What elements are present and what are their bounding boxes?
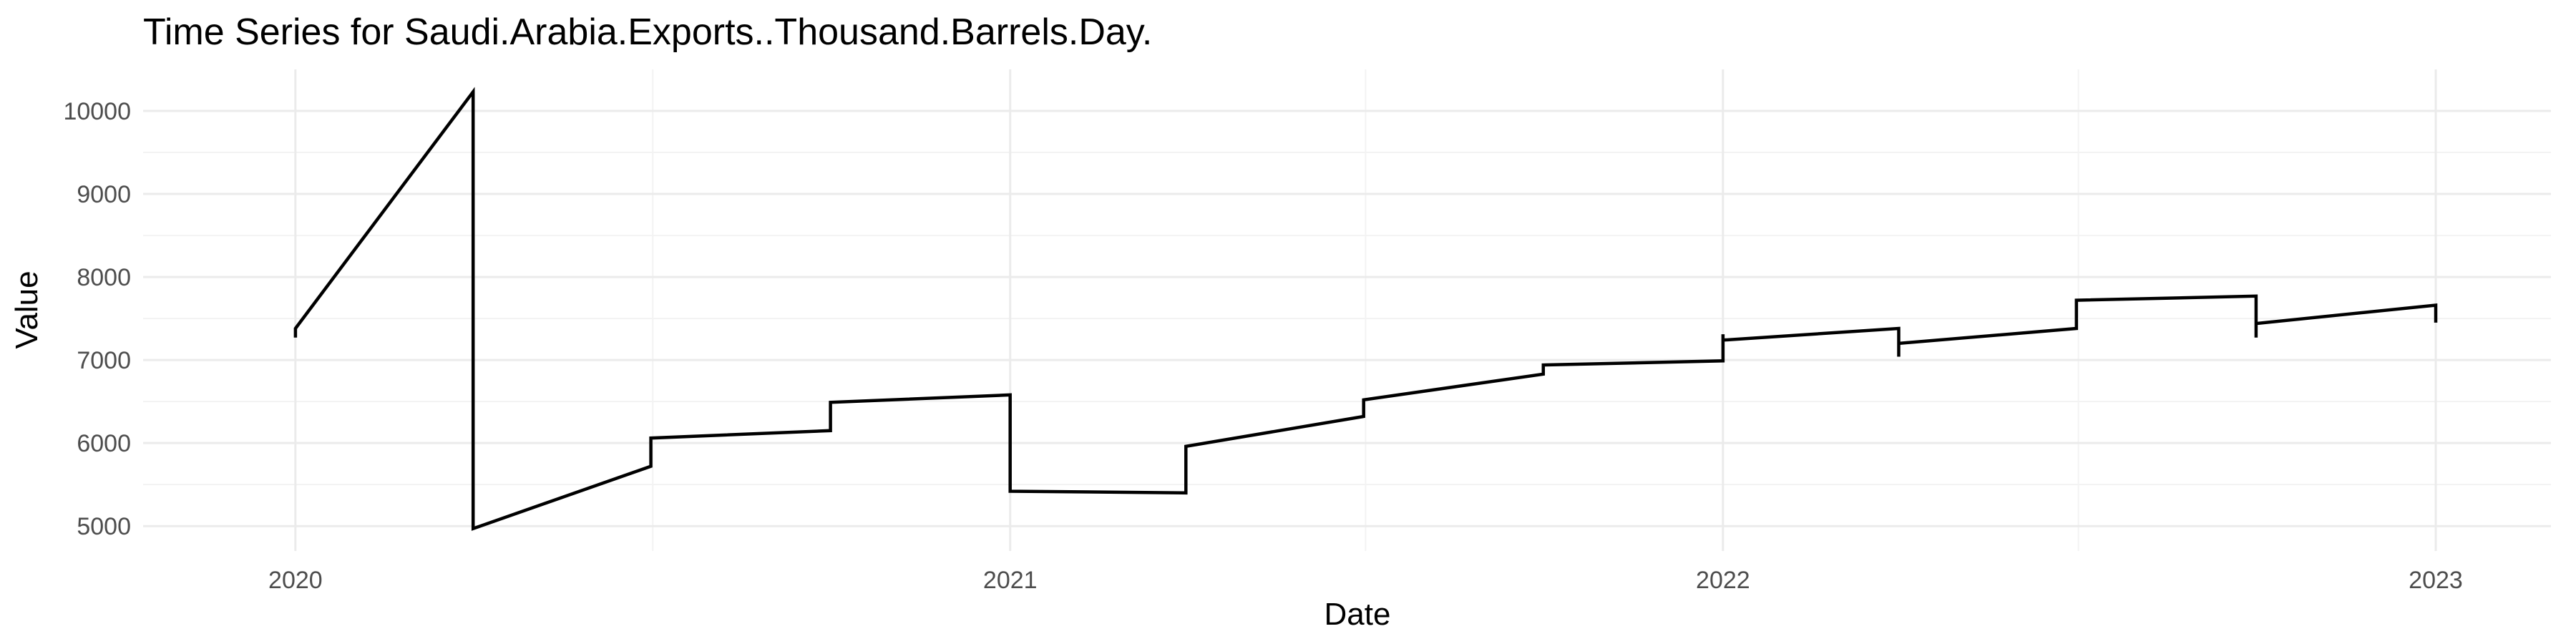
data-point xyxy=(1184,492,1187,494)
y-axis-ticks: 5000 6000 7000 8000 9000 10000 xyxy=(63,98,131,540)
data-point xyxy=(1722,338,1724,341)
data-point xyxy=(2255,295,2258,298)
chart-title: Time Series for Saudi.Arabia.Exports..Th… xyxy=(143,11,1152,53)
data-point xyxy=(294,336,297,339)
data-point xyxy=(1362,415,1365,418)
data-point xyxy=(1542,364,1545,366)
data-point xyxy=(1722,333,1724,336)
y-tick-label: 8000 xyxy=(77,264,131,291)
data-point xyxy=(1722,359,1724,362)
x-tick-label: 2022 xyxy=(1696,567,1750,594)
data-point xyxy=(472,90,474,93)
data-point xyxy=(1897,355,1900,358)
data-point xyxy=(1897,327,1900,330)
data-point xyxy=(472,527,474,530)
data-point xyxy=(2075,327,2078,330)
data-point xyxy=(2255,336,2258,339)
series-line xyxy=(293,87,2438,531)
minor-gridlines xyxy=(143,69,2551,551)
x-tick-label: 2023 xyxy=(2409,567,2463,594)
y-tick-label: 5000 xyxy=(77,513,131,540)
data-point xyxy=(2255,322,2258,325)
data-point xyxy=(1542,373,1545,376)
data-point xyxy=(650,436,653,439)
data-point xyxy=(1897,342,1900,345)
x-tick-label: 2021 xyxy=(983,567,1038,594)
data-point xyxy=(650,465,653,468)
x-axis-label: Date xyxy=(1324,597,1391,632)
data-point xyxy=(1009,489,1012,492)
data-point xyxy=(2075,299,2078,302)
y-tick-label: 7000 xyxy=(77,347,131,374)
x-axis-ticks: 2020 2021 2022 2023 xyxy=(268,567,2463,594)
data-point xyxy=(829,429,832,432)
data-point xyxy=(1362,399,1365,401)
major-gridlines xyxy=(143,69,2551,551)
y-axis-label: Value xyxy=(9,270,44,348)
data-point xyxy=(2434,321,2437,324)
x-tick-label: 2020 xyxy=(268,567,323,594)
y-tick-label: 10000 xyxy=(63,98,131,125)
y-tick-label: 6000 xyxy=(77,430,131,457)
data-point xyxy=(294,327,297,330)
data-point xyxy=(1009,394,1012,396)
data-point xyxy=(2434,304,2437,307)
data-point xyxy=(1184,445,1187,448)
y-tick-label: 9000 xyxy=(77,181,131,208)
data-point xyxy=(829,401,832,404)
